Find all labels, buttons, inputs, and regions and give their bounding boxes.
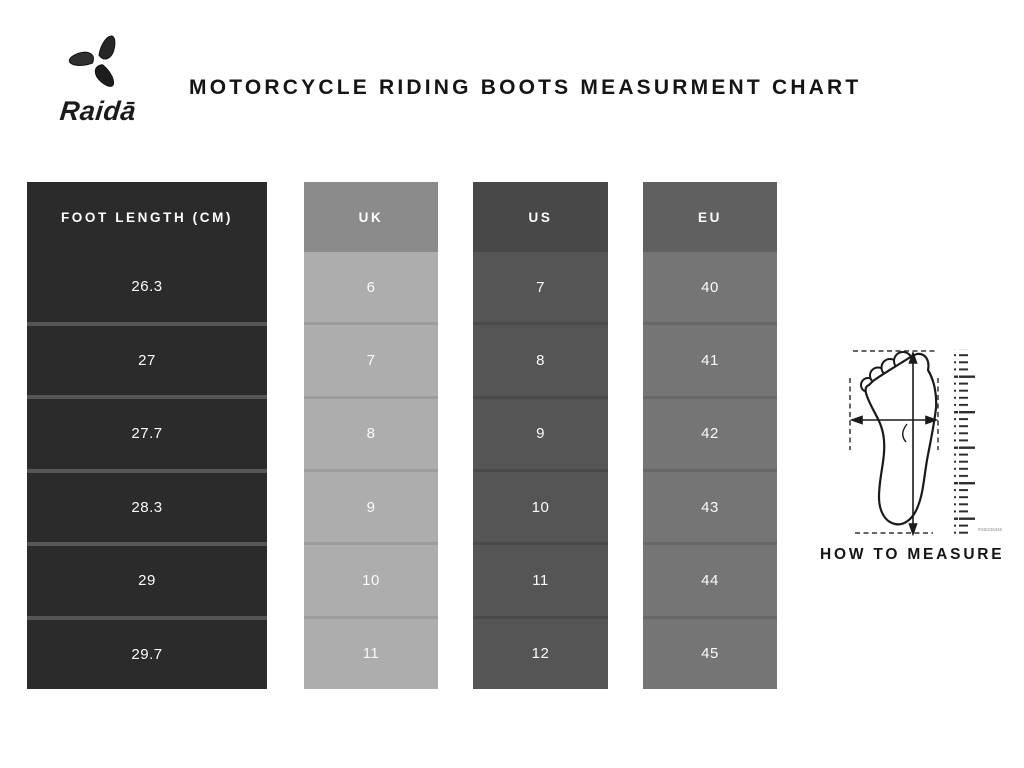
ruler	[954, 349, 975, 535]
size-column-us: US 7 8 9 10 11 12	[473, 182, 608, 689]
uk-size-value: 6	[304, 252, 438, 323]
eu-size-value: 40	[643, 252, 777, 323]
us-size-value: 11	[473, 542, 608, 616]
column-header-us: US	[473, 182, 608, 252]
foot-outline	[864, 352, 938, 526]
brand-logo: Raidā	[44, 24, 152, 127]
uk-size-value: 11	[304, 615, 438, 689]
size-column-foot-length: FOOT LENGTH (CM) 26.3 27 27.7 28.3 29 29…	[27, 182, 267, 689]
eu-size-value: 45	[643, 615, 777, 689]
foot-length-value: 26.3	[27, 252, 267, 322]
foot-length-value: 27	[27, 321, 267, 395]
us-size-value: 9	[473, 395, 608, 469]
foot-length-value: 28.3	[27, 468, 267, 542]
us-size-value: 10	[473, 468, 608, 543]
width-arrow	[849, 415, 939, 425]
size-column-uk: UK 6 7 8 9 10 11	[304, 182, 438, 689]
eu-size-value: 41	[643, 322, 777, 396]
dashed-guides	[849, 350, 939, 534]
us-size-value: 7	[473, 252, 608, 323]
foot-length-value: 29	[27, 542, 267, 616]
uk-size-value: 7	[304, 322, 438, 396]
eu-size-value: 43	[643, 468, 777, 543]
column-header-eu: EU	[643, 182, 777, 252]
page-title: MOTORCYCLE RIDING BOOTS MEASURMENT CHART	[189, 76, 862, 99]
watermark-text: #346236348	[978, 527, 1003, 532]
foot-measurement-diagram: #346236348	[849, 349, 1003, 537]
us-size-value: 8	[473, 322, 608, 396]
column-header-foot-length: FOOT LENGTH (CM)	[27, 182, 267, 252]
how-to-measure-caption: HOW TO MEASURE	[820, 546, 1005, 563]
uk-size-value: 10	[304, 542, 438, 616]
column-header-uk: UK	[304, 182, 438, 252]
arc-mark	[902, 423, 908, 443]
uk-size-value: 8	[304, 395, 438, 469]
uk-size-value: 9	[304, 468, 438, 543]
brand-name: Raidā	[58, 96, 138, 126]
eu-size-value: 42	[643, 395, 777, 469]
foot-length-value: 29.7	[27, 615, 267, 689]
us-size-value: 12	[473, 615, 608, 689]
foot-length-value: 27.7	[27, 395, 267, 469]
spinner-logo-icon	[69, 35, 116, 87]
length-arrow	[908, 350, 918, 537]
size-column-eu: EU 40 41 42 43 44 45	[643, 182, 777, 689]
eu-size-value: 44	[643, 542, 777, 616]
